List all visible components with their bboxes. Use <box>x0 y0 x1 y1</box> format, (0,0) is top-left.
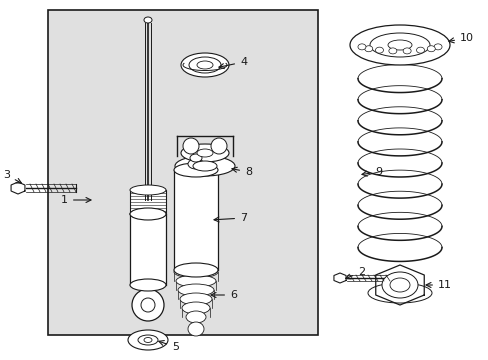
Ellipse shape <box>190 154 202 162</box>
Ellipse shape <box>427 46 434 52</box>
Text: 1: 1 <box>61 195 91 205</box>
Ellipse shape <box>402 48 410 54</box>
Ellipse shape <box>381 272 417 298</box>
Ellipse shape <box>130 185 165 195</box>
Ellipse shape <box>369 33 429 57</box>
Bar <box>174 170 218 270</box>
Text: 6: 6 <box>211 290 237 300</box>
Text: 11: 11 <box>425 280 451 290</box>
Ellipse shape <box>175 156 235 176</box>
Bar <box>130 190 165 214</box>
Ellipse shape <box>187 159 203 169</box>
Polygon shape <box>375 265 424 305</box>
Ellipse shape <box>132 289 163 321</box>
Text: 2: 2 <box>345 267 365 279</box>
Ellipse shape <box>357 44 365 50</box>
Ellipse shape <box>387 40 411 50</box>
Ellipse shape <box>187 322 203 336</box>
Text: 3: 3 <box>3 170 21 183</box>
Bar <box>130 214 165 285</box>
Ellipse shape <box>174 263 218 277</box>
Ellipse shape <box>367 283 431 303</box>
Ellipse shape <box>364 46 372 52</box>
Ellipse shape <box>130 209 165 219</box>
Bar <box>48 10 317 335</box>
Ellipse shape <box>181 53 228 77</box>
Ellipse shape <box>128 330 168 350</box>
Ellipse shape <box>143 338 152 342</box>
Ellipse shape <box>389 278 409 292</box>
Ellipse shape <box>143 17 152 23</box>
Text: 4: 4 <box>219 57 246 69</box>
Ellipse shape <box>197 149 213 157</box>
Ellipse shape <box>193 161 217 171</box>
Ellipse shape <box>349 25 449 65</box>
Ellipse shape <box>141 298 155 312</box>
Polygon shape <box>333 273 346 283</box>
Ellipse shape <box>174 163 218 177</box>
Ellipse shape <box>183 138 199 154</box>
Ellipse shape <box>185 311 205 323</box>
Ellipse shape <box>176 275 216 287</box>
Ellipse shape <box>138 335 158 345</box>
Ellipse shape <box>178 284 214 296</box>
Text: 5: 5 <box>159 341 179 352</box>
Ellipse shape <box>375 47 383 53</box>
Text: 10: 10 <box>448 33 473 43</box>
Ellipse shape <box>433 44 441 50</box>
Ellipse shape <box>197 61 213 69</box>
Ellipse shape <box>130 208 165 220</box>
Ellipse shape <box>189 57 221 73</box>
Ellipse shape <box>182 302 209 314</box>
Ellipse shape <box>210 138 226 154</box>
Ellipse shape <box>181 144 228 162</box>
Polygon shape <box>11 182 25 194</box>
Ellipse shape <box>174 266 218 278</box>
Ellipse shape <box>180 293 212 305</box>
Text: 8: 8 <box>231 167 252 177</box>
Ellipse shape <box>130 279 165 291</box>
Ellipse shape <box>416 47 424 53</box>
Ellipse shape <box>388 48 396 54</box>
Text: 9: 9 <box>361 167 381 177</box>
Text: 7: 7 <box>214 213 246 223</box>
